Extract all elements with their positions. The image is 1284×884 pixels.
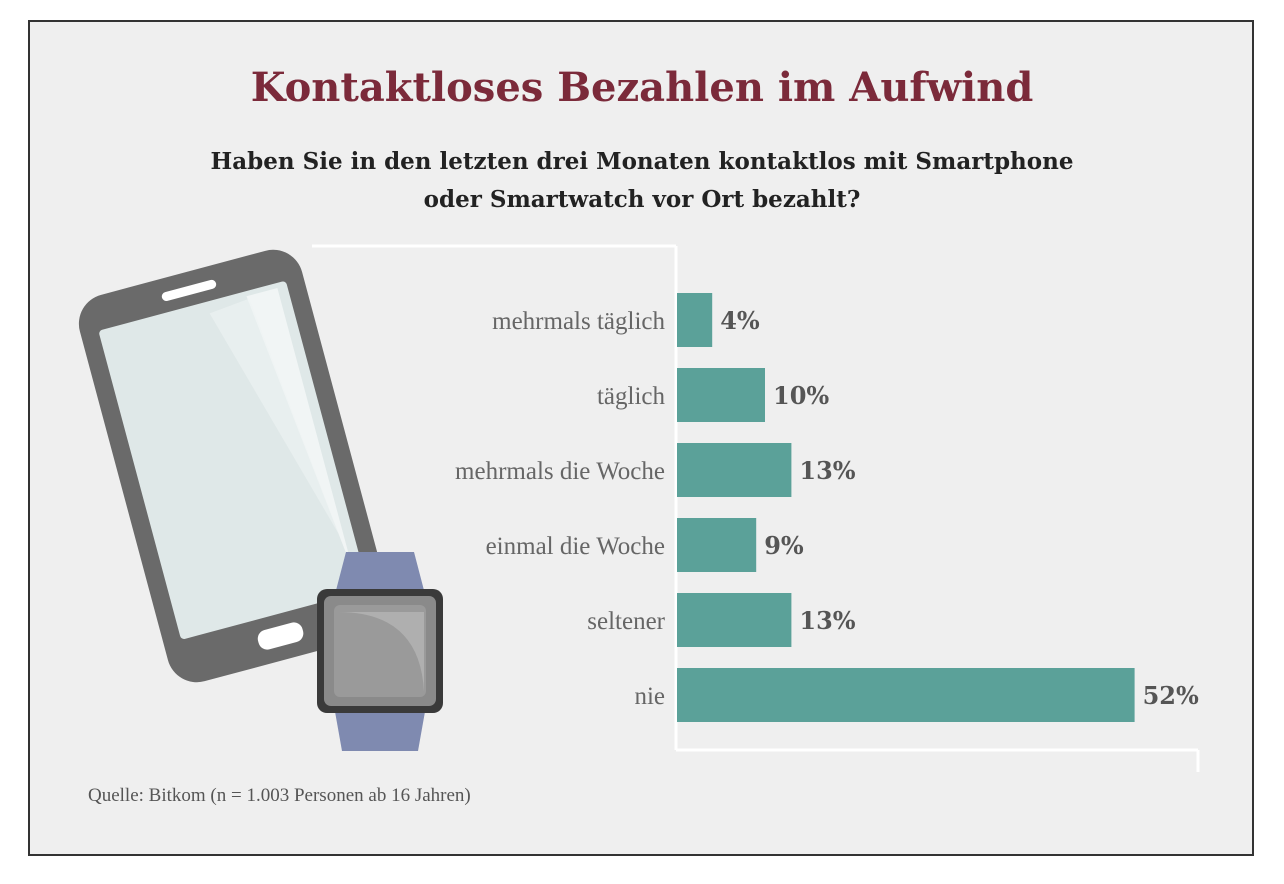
category-label-5: nie <box>634 683 665 710</box>
smartwatch-icon <box>317 552 443 751</box>
value-label-5: 52% <box>1143 681 1199 710</box>
category-label-2: mehrmals die Woche <box>455 458 665 485</box>
smartphone-icon <box>78 249 392 683</box>
bar-0 <box>677 293 713 347</box>
bar-3 <box>677 518 757 572</box>
bar-5 <box>677 668 1135 722</box>
subtitle-line-1: Haben Sie in den letzten drei Monaten ko… <box>210 148 1074 175</box>
chart-title: Kontaktloses Bezahlen im Aufwind <box>250 64 1034 111</box>
category-label-0: mehrmals täglich <box>492 308 665 335</box>
category-label-4: seltener <box>587 608 665 635</box>
source-note: Quelle: Bitkom (n = 1.003 Personen ab 16… <box>88 785 471 806</box>
bar-1 <box>677 368 765 422</box>
value-label-4: 13% <box>799 606 855 635</box>
value-label-3: 9% <box>764 531 804 560</box>
value-label-1: 10% <box>773 381 829 410</box>
value-label-2: 13% <box>799 456 855 485</box>
bar-2 <box>677 443 792 497</box>
bar-4 <box>677 593 792 647</box>
chart-subtitle: Haben Sie in den letzten drei Monaten ko… <box>0 143 1284 219</box>
category-label-1: täglich <box>597 383 666 410</box>
bars-group: mehrmals täglich 4% täglich 10% mehrmals die… <box>455 293 1199 722</box>
value-label-0: 4% <box>720 306 760 335</box>
subtitle-line-2: oder Smartwatch vor Ort bezahlt? <box>423 186 861 213</box>
category-label-3: einmal die Woche <box>486 533 665 560</box>
